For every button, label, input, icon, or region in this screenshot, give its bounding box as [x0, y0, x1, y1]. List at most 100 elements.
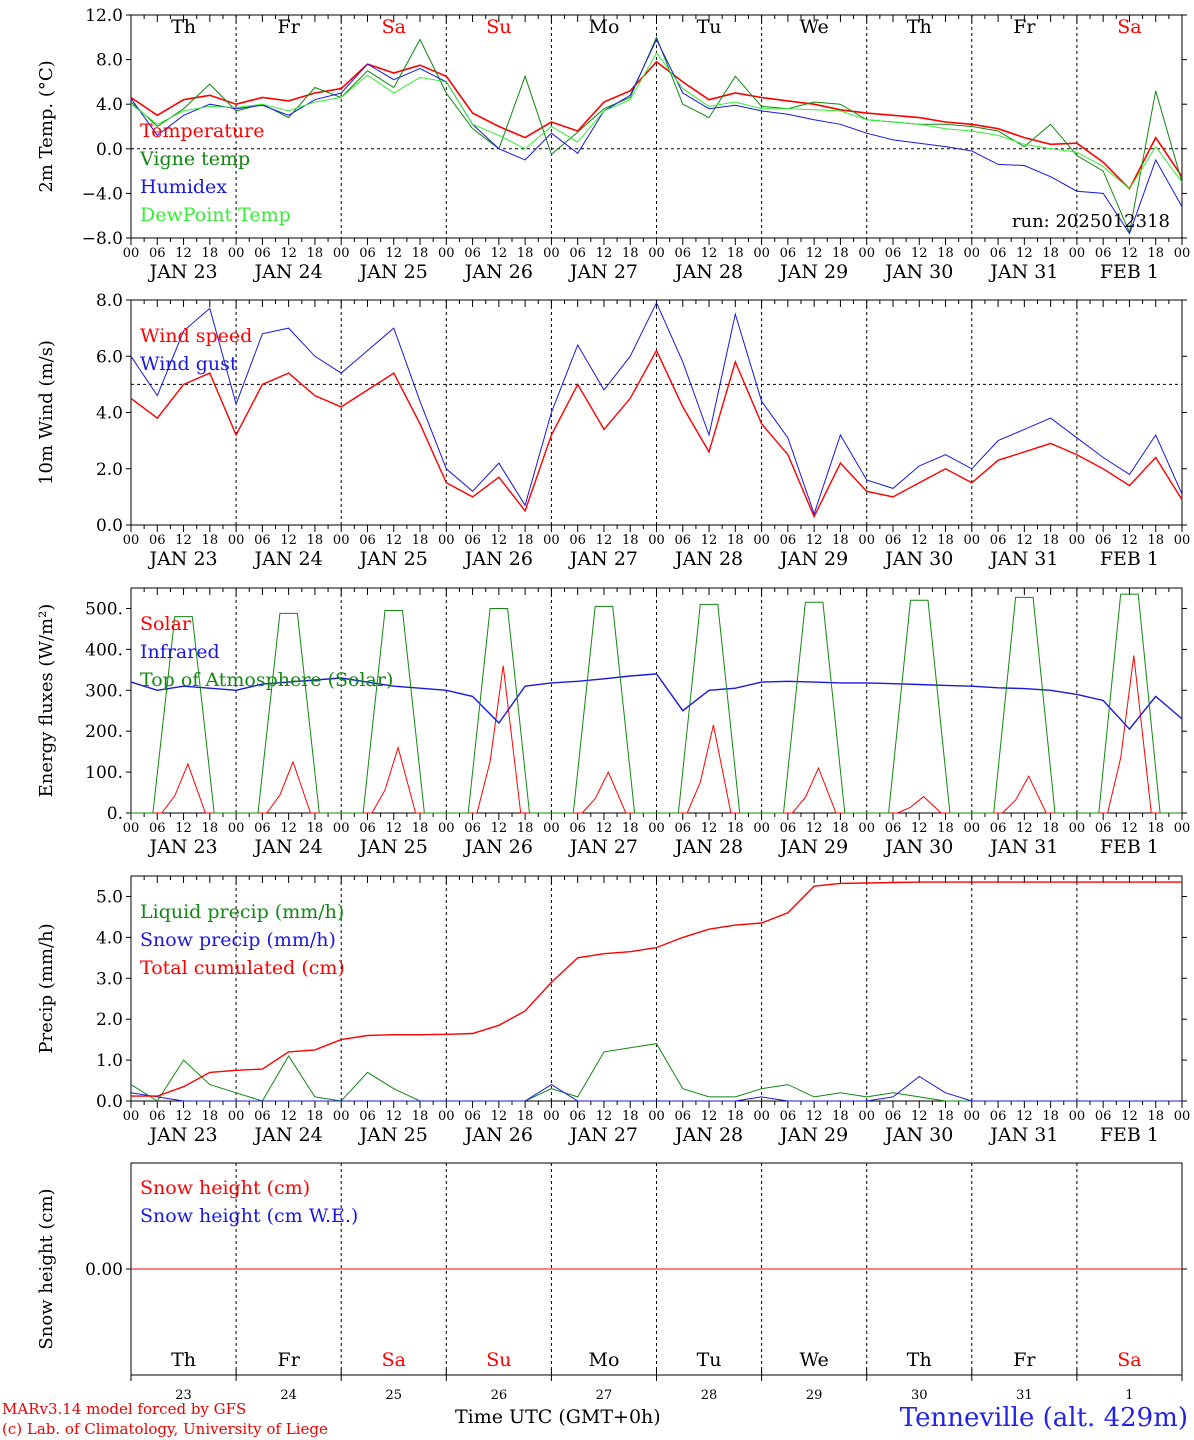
legend-total-cumulated-cm-: Total cumulated (cm)	[140, 957, 345, 979]
day-number-label: 28	[701, 1388, 718, 1403]
y-tick-label: 0.00	[85, 1260, 123, 1280]
day-tick-label: JAN 25	[358, 836, 428, 858]
series-wind-speed	[130, 349, 1183, 519]
weekday-label: Sa	[382, 1349, 406, 1371]
hour-tick-label: 00	[753, 533, 770, 548]
day-tick-label: JAN 31	[988, 261, 1058, 283]
hour-tick-label: 18	[937, 821, 954, 836]
weekday-label: Sa	[1117, 1349, 1141, 1371]
y-tick-label: 8.0	[96, 291, 123, 311]
legend-solar: Solar	[140, 613, 192, 635]
hour-tick-label: 12	[911, 821, 928, 836]
hour-tick-label: 00	[753, 246, 770, 261]
hour-tick-label: 12	[491, 533, 508, 548]
hour-tick-label: 12	[911, 533, 928, 548]
hour-tick-label: 06	[780, 821, 797, 836]
day-tick-label: JAN 23	[147, 261, 217, 283]
hour-tick-label: 00	[858, 246, 875, 261]
day-tick-label: JAN 31	[988, 548, 1058, 570]
series-total-cumulated-cm-	[131, 881, 1182, 1097]
y-tick-label: −8.0	[82, 229, 123, 249]
hour-tick-label: 18	[1042, 533, 1059, 548]
day-number-label: 30	[911, 1388, 928, 1403]
hour-tick-label: 00	[333, 533, 350, 548]
hour-tick-label: 06	[675, 533, 692, 548]
weekday-label: We	[800, 1349, 829, 1371]
weekday-label: Tu	[697, 16, 722, 38]
day-tick-label: JAN 25	[358, 1124, 428, 1146]
hour-tick-label: 06	[990, 1109, 1007, 1124]
hour-tick-label: 00	[753, 1109, 770, 1124]
weekday-label: Th	[907, 16, 932, 38]
y-axis-label: Snow height (cm)	[36, 1188, 57, 1349]
hour-tick-label: 00	[1174, 821, 1191, 836]
day-number-label: 25	[385, 1388, 402, 1403]
hour-tick-label: 18	[832, 821, 849, 836]
hour-tick-label: 18	[727, 533, 744, 548]
hour-tick-label: 00	[543, 1109, 560, 1124]
hour-tick-label: 12	[701, 533, 718, 548]
hour-tick-label: 06	[359, 821, 376, 836]
hour-tick-label: 06	[990, 246, 1007, 261]
hour-tick-label: 18	[307, 821, 324, 836]
y-tick-label: 500.	[85, 599, 123, 619]
hour-tick-label: 00	[228, 1109, 245, 1124]
hour-tick-label: 18	[622, 1109, 639, 1124]
hour-tick-label: 12	[385, 533, 402, 548]
hour-tick-label: 18	[1042, 1109, 1059, 1124]
weekday-label: Th	[171, 1349, 196, 1371]
day-tick-label: JAN 23	[147, 548, 217, 570]
legend-snow-height-cm-: Snow height (cm)	[140, 1177, 310, 1199]
hour-tick-label: 12	[596, 246, 613, 261]
hour-tick-label: 12	[596, 533, 613, 548]
run-annotation: run: 2025012318	[1012, 211, 1170, 232]
hour-tick-label: 00	[543, 533, 560, 548]
hour-tick-label: 06	[780, 246, 797, 261]
legend-vigne-temp: Vigne temp	[139, 148, 250, 170]
hour-tick-label: 06	[780, 1109, 797, 1124]
y-tick-label: 0.	[107, 804, 123, 824]
series-vigne-temp	[130, 35, 1183, 235]
hour-tick-label: 00	[648, 246, 665, 261]
y-tick-label: 1.0	[96, 1051, 123, 1071]
day-tick-label: JAN 27	[568, 548, 638, 570]
hour-tick-label: 06	[1095, 246, 1112, 261]
station-name: Tenneville (alt. 429m)	[899, 1403, 1188, 1433]
hour-tick-label: 18	[1147, 821, 1164, 836]
hour-tick-label: 06	[149, 1109, 166, 1124]
hour-tick-label: 06	[885, 821, 902, 836]
day-tick-label: JAN 29	[778, 548, 848, 570]
hour-tick-label: 06	[359, 246, 376, 261]
hour-tick-label: 00	[333, 246, 350, 261]
hour-tick-label: 06	[359, 1109, 376, 1124]
hour-tick-label: 12	[1016, 533, 1033, 548]
hour-tick-label: 12	[1016, 1109, 1033, 1124]
hour-tick-label: 00	[438, 1109, 455, 1124]
hour-tick-label: 00	[123, 533, 140, 548]
series-snow-precip-mm-h-	[130, 1075, 1182, 1102]
hour-tick-label: 00	[123, 821, 140, 836]
legend-liquid-precip-mm-h-: Liquid precip (mm/h)	[140, 901, 344, 923]
legend-infrared: Infrared	[140, 641, 220, 663]
hour-tick-label: 18	[727, 1109, 744, 1124]
hour-tick-label: 12	[806, 1109, 823, 1124]
hour-tick-label: 18	[727, 821, 744, 836]
hour-tick-label: 12	[806, 246, 823, 261]
day-tick-label: JAN 27	[568, 1124, 638, 1146]
hour-tick-label: 12	[911, 1109, 928, 1124]
y-tick-label: 100.	[85, 763, 123, 783]
hour-tick-label: 18	[937, 246, 954, 261]
hour-tick-label: 12	[1016, 821, 1033, 836]
hour-tick-label: 18	[517, 1109, 534, 1124]
hour-tick-label: 00	[964, 533, 981, 548]
hour-tick-label: 12	[701, 246, 718, 261]
hour-tick-label: 00	[648, 1109, 665, 1124]
hour-tick-label: 00	[543, 246, 560, 261]
hour-tick-label: 12	[280, 533, 297, 548]
hour-tick-label: 12	[280, 821, 297, 836]
legend-snow-precip-mm-h-: Snow precip (mm/h)	[140, 929, 336, 951]
day-tick-label: JAN 31	[988, 1124, 1058, 1146]
hour-tick-label: 00	[438, 533, 455, 548]
day-tick-label: JAN 27	[568, 261, 638, 283]
hour-tick-label: 18	[202, 821, 219, 836]
